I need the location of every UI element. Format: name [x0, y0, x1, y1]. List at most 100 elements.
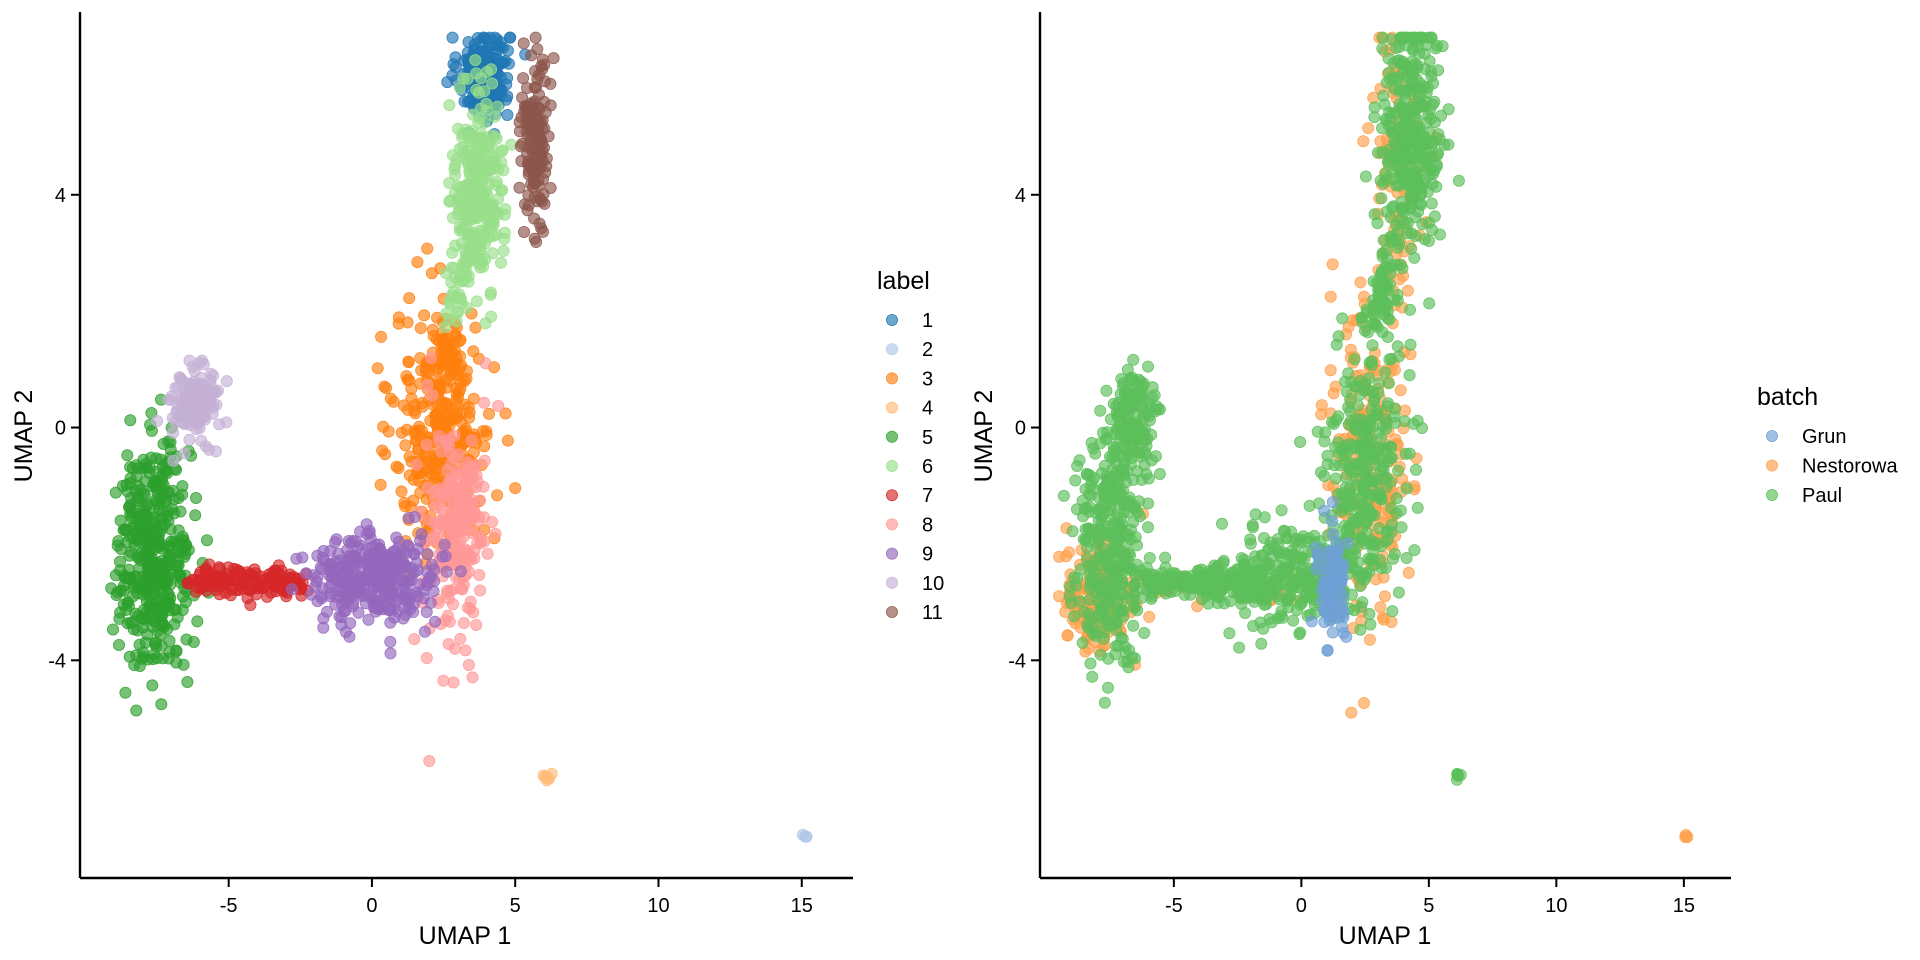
data-point: [439, 550, 452, 563]
data-point: [1365, 537, 1378, 550]
data-point: [1432, 147, 1445, 160]
data-point: [178, 447, 191, 460]
data-point: [1375, 265, 1388, 278]
legend-label: 1: [922, 310, 933, 332]
data-point: [414, 322, 427, 335]
data-point: [1297, 530, 1310, 543]
data-point: [467, 345, 480, 358]
data-point: [1379, 366, 1392, 379]
data-point: [547, 52, 560, 65]
data-point: [1375, 432, 1388, 445]
data-point: [1343, 458, 1356, 471]
data-point: [203, 558, 216, 571]
data-point: [375, 330, 388, 343]
data-point: [1410, 103, 1423, 116]
data-point: [440, 517, 453, 530]
data-point: [1354, 276, 1367, 289]
data-point: [1385, 518, 1398, 531]
data-point: [150, 652, 163, 665]
legend-label: 4: [922, 398, 933, 420]
data-point: [234, 579, 247, 592]
data-point: [475, 208, 488, 221]
data-point: [1334, 605, 1347, 618]
data-point: [1353, 388, 1366, 401]
data-point: [173, 371, 186, 384]
data-point: [206, 407, 219, 420]
data-point: [1415, 198, 1428, 211]
data-point: [371, 362, 384, 375]
data-point: [1128, 600, 1141, 613]
data-point: [538, 58, 551, 71]
data-point: [470, 166, 483, 179]
data-point: [376, 444, 389, 457]
data-point: [170, 656, 183, 669]
data-point: [1401, 284, 1414, 297]
data-point: [1385, 33, 1398, 46]
data-point: [1278, 525, 1291, 538]
data-point: [1425, 197, 1438, 210]
data-point: [1345, 706, 1358, 719]
data-point: [1057, 489, 1070, 502]
data-point: [1086, 670, 1099, 683]
data-point: [1386, 605, 1399, 618]
data-point: [482, 407, 495, 420]
data-point: [454, 376, 467, 389]
data-point: [1127, 473, 1140, 486]
data-point: [384, 588, 397, 601]
x-tick-label: -5: [220, 895, 238, 917]
data-point: [454, 632, 467, 645]
data-point: [142, 582, 155, 595]
data-point: [1412, 39, 1425, 52]
data-point: [440, 565, 453, 578]
legend-entry: 4: [886, 398, 933, 420]
data-point: [359, 570, 372, 583]
data-point: [513, 181, 526, 194]
data-point: [308, 580, 321, 593]
legend-entry: 5: [886, 427, 933, 449]
data-point: [432, 379, 445, 392]
data-point: [537, 188, 550, 201]
legend-swatch: [1766, 429, 1779, 442]
data-point: [446, 598, 459, 611]
data-point: [1366, 339, 1379, 352]
data-point: [167, 454, 180, 467]
data-point: [403, 292, 416, 305]
data-point: [131, 535, 144, 548]
data-point: [140, 457, 153, 470]
data-point: [1238, 568, 1251, 581]
data-point: [1326, 496, 1339, 509]
data-point: [470, 295, 483, 308]
data-point: [315, 592, 328, 605]
data-point: [1098, 696, 1111, 709]
data-point: [1275, 504, 1288, 517]
data-point: [1375, 562, 1388, 575]
data-point: [529, 31, 542, 44]
data-point: [1136, 378, 1149, 391]
data-point: [1400, 552, 1413, 565]
data-point: [1371, 404, 1384, 417]
data-point: [1423, 216, 1436, 229]
data-point: [390, 531, 403, 544]
legend-label: 11: [922, 602, 943, 624]
data-point: [1422, 234, 1435, 247]
data-point: [176, 545, 189, 558]
data-point: [499, 55, 512, 68]
data-point: [372, 543, 385, 556]
data-point: [1110, 441, 1123, 454]
data-point: [1117, 655, 1130, 668]
data-point: [181, 676, 194, 689]
data-point: [473, 569, 486, 582]
x-tick-label: 15: [791, 895, 813, 917]
data-point: [1105, 470, 1118, 483]
data-point: [530, 235, 543, 248]
data-point: [1362, 122, 1375, 135]
legend-swatch: [1766, 488, 1779, 501]
data-point: [1382, 397, 1395, 410]
data-point: [244, 583, 257, 596]
legend-entry: 9: [886, 544, 933, 566]
data-point: [1419, 174, 1432, 187]
data-point: [421, 548, 434, 561]
data-point: [275, 564, 288, 577]
data-point: [446, 347, 459, 360]
